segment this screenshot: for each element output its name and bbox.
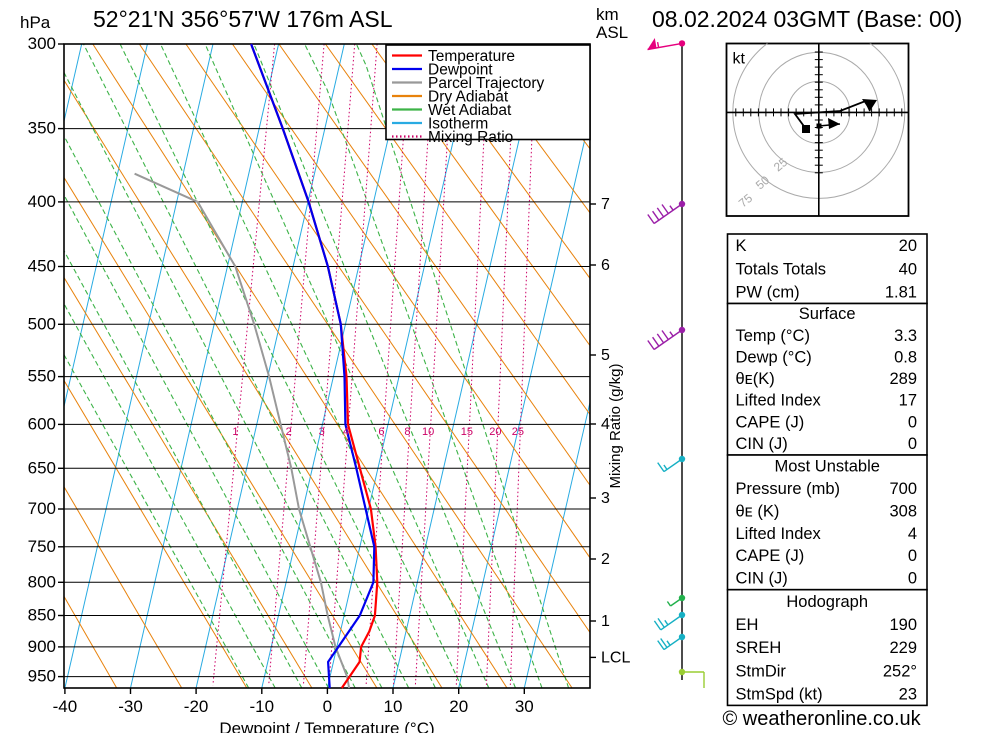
svg-text:SREH: SREH	[736, 639, 782, 657]
svg-text:Pressure (mb): Pressure (mb)	[736, 480, 841, 498]
svg-text:4: 4	[343, 426, 349, 438]
svg-text:500: 500	[28, 314, 56, 333]
svg-text:3: 3	[601, 490, 610, 507]
svg-text:kt: kt	[733, 51, 746, 68]
svg-text:400: 400	[28, 192, 56, 211]
svg-text:2: 2	[601, 551, 610, 568]
svg-text:4: 4	[908, 525, 917, 543]
svg-text:700: 700	[889, 480, 917, 498]
svg-text:8: 8	[404, 426, 410, 438]
svg-text:252°: 252°	[883, 662, 917, 680]
svg-text:Surface: Surface	[799, 305, 856, 323]
svg-text:Lifted Index: Lifted Index	[736, 525, 822, 543]
svg-text:PW (cm): PW (cm)	[736, 284, 800, 302]
svg-text:StmSpd (kt): StmSpd (kt)	[736, 685, 823, 703]
svg-text:20: 20	[449, 697, 468, 716]
svg-text:190: 190	[889, 616, 917, 634]
svg-text:550: 550	[28, 367, 56, 386]
svg-text:θᴇ(K): θᴇ(K)	[736, 370, 775, 388]
svg-text:17: 17	[899, 392, 917, 410]
svg-text:Lifted Index: Lifted Index	[736, 392, 822, 410]
svg-text:20: 20	[489, 426, 501, 438]
svg-text:25: 25	[512, 426, 524, 438]
svg-text:650: 650	[28, 458, 56, 477]
svg-text:StmDir: StmDir	[736, 662, 787, 680]
svg-text:0: 0	[908, 547, 917, 565]
svg-text:6: 6	[601, 257, 610, 274]
svg-text:750: 750	[28, 537, 56, 556]
svg-text:229: 229	[889, 639, 917, 657]
svg-text:Most Unstable: Most Unstable	[774, 457, 879, 475]
svg-text:km: km	[596, 5, 619, 24]
svg-text:10: 10	[422, 426, 434, 438]
svg-text:EH: EH	[736, 616, 759, 634]
svg-text:-10: -10	[250, 697, 275, 716]
svg-text:23: 23	[899, 685, 917, 703]
svg-text:6: 6	[378, 426, 384, 438]
svg-text:Totals Totals: Totals Totals	[736, 260, 827, 278]
svg-text:Mixing Ratio: Mixing Ratio	[428, 129, 513, 146]
svg-text:Dewp (°C): Dewp (°C)	[736, 348, 812, 366]
svg-text:0: 0	[908, 570, 917, 588]
svg-text:1: 1	[232, 426, 238, 438]
svg-text:1.81: 1.81	[885, 284, 917, 302]
svg-text:300: 300	[28, 34, 56, 53]
svg-text:CAPE (J): CAPE (J)	[736, 547, 805, 565]
svg-text:40: 40	[899, 260, 917, 278]
svg-text:08.02.2024 03GMT (Base: 00): 08.02.2024 03GMT (Base: 00)	[652, 6, 962, 32]
svg-text:1: 1	[601, 613, 610, 630]
svg-text:0: 0	[908, 435, 917, 453]
svg-text:350: 350	[28, 119, 56, 138]
svg-text:Dewpoint / Temperature (°C): Dewpoint / Temperature (°C)	[219, 719, 434, 733]
svg-text:950: 950	[28, 667, 56, 686]
svg-text:Temp (°C): Temp (°C)	[736, 327, 810, 345]
svg-text:3.3: 3.3	[894, 327, 917, 345]
svg-text:800: 800	[28, 572, 56, 591]
svg-text:10: 10	[384, 697, 403, 716]
svg-text:-40: -40	[53, 697, 78, 716]
svg-text:CIN (J): CIN (J)	[736, 435, 788, 453]
svg-text:308: 308	[889, 502, 917, 520]
svg-text:450: 450	[28, 257, 56, 276]
svg-text:52°21'N 356°57'W 176m ASL: 52°21'N 356°57'W 176m ASL	[93, 6, 393, 32]
svg-text:600: 600	[28, 414, 56, 433]
svg-text:Hodograph: Hodograph	[786, 593, 868, 611]
svg-text:700: 700	[28, 499, 56, 518]
svg-text:900: 900	[28, 637, 56, 656]
svg-text:289: 289	[889, 370, 917, 388]
svg-text:0: 0	[908, 413, 917, 431]
svg-text:θᴇ (K): θᴇ (K)	[736, 502, 780, 520]
svg-text:5: 5	[601, 347, 610, 364]
svg-text:ASL: ASL	[596, 23, 628, 42]
svg-text:0.8: 0.8	[894, 348, 917, 366]
svg-text:hPa: hPa	[20, 13, 51, 32]
svg-text:CAPE (J): CAPE (J)	[736, 413, 805, 431]
svg-text:-30: -30	[118, 697, 143, 716]
svg-text:30: 30	[515, 697, 534, 716]
svg-text:850: 850	[28, 606, 56, 625]
svg-text:-20: -20	[184, 697, 209, 716]
svg-text:Mixing Ratio (g/kg): Mixing Ratio (g/kg)	[607, 363, 624, 488]
svg-text:15: 15	[461, 426, 473, 438]
svg-text:20: 20	[899, 237, 917, 255]
svg-text:LCL: LCL	[601, 649, 630, 666]
svg-text:K: K	[736, 237, 747, 255]
svg-text:© weatheronline.co.uk: © weatheronline.co.uk	[723, 708, 922, 730]
svg-text:7: 7	[601, 196, 610, 213]
svg-text:CIN (J): CIN (J)	[736, 570, 788, 588]
svg-text:2: 2	[286, 426, 292, 438]
svg-text:0: 0	[323, 697, 332, 716]
svg-text:3: 3	[319, 426, 325, 438]
